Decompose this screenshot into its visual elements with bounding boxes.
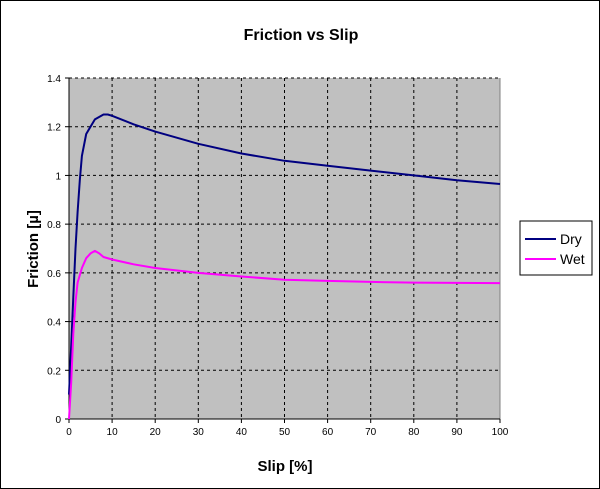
x-tick-label: 10 — [107, 427, 119, 438]
x-tick-label: 80 — [408, 427, 420, 438]
y-tick-label: 0.4 — [47, 318, 61, 329]
y-tick-label: 1 — [55, 171, 61, 182]
y-tick-label: 0.8 — [47, 220, 61, 231]
legend: Dry Wet — [519, 220, 593, 276]
legend-label-wet: Wet — [560, 251, 585, 267]
x-tick-label: 50 — [279, 427, 291, 438]
x-tick-label: 40 — [236, 427, 248, 438]
x-tick-label: 60 — [322, 427, 334, 438]
series-line-wet — [68, 249, 501, 420]
y-tick-label: 0.6 — [47, 269, 61, 280]
chart-title: Friction vs Slip — [244, 27, 359, 44]
x-tick-label: 100 — [492, 427, 509, 438]
y-tick-label: 1.2 — [47, 123, 61, 134]
series-line-dry — [68, 113, 501, 395]
legend-box — [519, 220, 593, 276]
x-axis-label: Slip [%] — [258, 458, 313, 475]
x-tick-label: 90 — [451, 427, 463, 438]
x-tick-label: 20 — [150, 427, 162, 438]
legend-label-dry: Dry — [560, 231, 582, 247]
y-tick-label: 0 — [55, 415, 61, 426]
y-tick-label: 1.4 — [47, 74, 61, 85]
x-tick-label: 70 — [365, 427, 377, 438]
x-tick-label: 0 — [66, 427, 72, 438]
y-tick-label: 0.2 — [47, 366, 61, 377]
y-axis-label: Friction [µ] — [25, 210, 42, 288]
x-tick-label: 30 — [193, 427, 205, 438]
